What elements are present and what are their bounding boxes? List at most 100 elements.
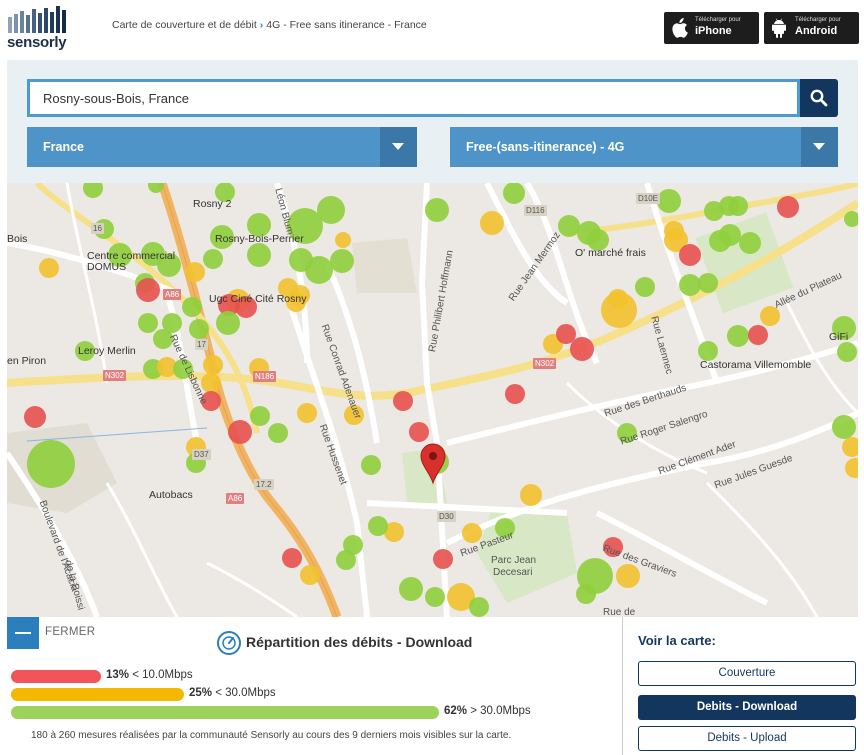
measurement-dot — [842, 437, 858, 457]
speed-bar-low — [11, 670, 101, 683]
apple-icon — [672, 18, 688, 38]
measurement-dot — [247, 243, 271, 267]
road-badge: A86 — [226, 493, 245, 504]
speed-bar-label: 25% < 30.0Mbps — [189, 687, 276, 699]
speed-bar-label: 13% < 10.0Mbps — [106, 669, 193, 681]
road-badge: N302 — [103, 370, 127, 381]
measurement-dot — [503, 183, 525, 204]
measurement-dot — [108, 243, 132, 267]
measurement-dot — [361, 455, 381, 475]
measurement-dot — [384, 522, 404, 542]
view-map-title: Voir la carte: — [638, 633, 716, 648]
measurement-dot — [558, 215, 580, 237]
coverage-button[interactable]: Couverture — [638, 661, 856, 686]
speed-bar-threshold: > 30.0Mbps — [470, 705, 531, 717]
measurement-dot — [203, 355, 223, 375]
street-label: Decesari — [493, 567, 533, 578]
measurement-dot — [760, 306, 780, 326]
measurement-dot — [343, 535, 363, 555]
poi-label: Castorama Villemomble — [700, 359, 812, 371]
download-android-button[interactable]: Télécharger pour Android — [764, 12, 859, 44]
measurement-dot — [505, 384, 525, 404]
country-select-toggle[interactable] — [380, 127, 417, 167]
road-badge: 17.2 — [254, 479, 274, 490]
measurement-dot — [462, 523, 482, 543]
road-badge: D30 — [437, 511, 456, 522]
measurement-dot — [739, 232, 761, 254]
chevron-down-icon — [392, 143, 404, 150]
close-panel-button[interactable] — [7, 617, 39, 649]
measurement-dot — [698, 273, 718, 293]
measurement-dot — [39, 258, 59, 278]
android-small-label: Télécharger pour — [795, 17, 841, 23]
search-button[interactable] — [800, 79, 838, 117]
measurement-dot — [228, 420, 252, 444]
measurement-dot — [317, 196, 345, 224]
measurement-dot — [570, 337, 594, 361]
poi-label: Ugc Ciné Cité Rosny — [209, 293, 307, 305]
measurement-dot — [300, 565, 320, 585]
boundary-line — [26, 427, 208, 442]
measurement-dot — [433, 549, 453, 569]
map-canvas[interactable] — [7, 183, 858, 617]
measurement-dot — [447, 583, 475, 611]
poi-label: Autobacs — [149, 489, 193, 501]
measurement-dot — [250, 406, 270, 426]
measurement-dot — [409, 422, 429, 442]
country-select[interactable]: France — [27, 127, 417, 167]
search-icon — [810, 89, 828, 107]
logo-bars-icon — [8, 6, 66, 33]
coverage-map[interactable]: A86 N186 N302 D37 D30 17.2 16 17 D116 D1… — [7, 183, 858, 617]
breadcrumb-link[interactable]: Carte de couverture et de débit — [112, 19, 257, 31]
measurement-dot — [27, 440, 75, 488]
speed-bar-row: 13% < 10.0Mbps — [11, 669, 611, 683]
measurement-dot — [336, 550, 356, 570]
view-map-panel: Voir la carte: Couverture Debits - Downl… — [622, 617, 858, 755]
measurement-dot — [157, 253, 181, 277]
poi-label: Bois — [7, 233, 28, 245]
android-label: Android — [795, 25, 838, 37]
poi-label: Rosny 2 — [193, 198, 232, 210]
download-speed-button[interactable]: Debits - Download — [638, 695, 856, 720]
measurement-dot — [748, 325, 768, 345]
logo-text: sensorly — [7, 34, 67, 51]
measurement-dot — [153, 329, 173, 349]
measurement-dot — [608, 289, 628, 309]
measurement-dot — [201, 391, 221, 411]
panel-title: Répartition des débits - Download — [246, 634, 473, 650]
measurement-dot — [215, 183, 235, 202]
country-select-value: France — [43, 140, 84, 154]
iphone-label: iPhone — [695, 25, 732, 37]
poi-label: DOMUS — [87, 261, 127, 273]
search-panel: France Free-(sans-itinerance) - 4G — [7, 60, 858, 183]
measurement-dot — [832, 316, 856, 340]
header: sensorly Carte de couverture et de débit… — [0, 0, 864, 60]
measurement-dot — [657, 189, 681, 213]
measurement-dot — [698, 341, 718, 361]
measurement-dot — [138, 313, 158, 333]
measurement-dot — [495, 518, 515, 538]
logo[interactable]: sensorly — [6, 5, 70, 51]
operator-select-toggle[interactable] — [801, 127, 838, 167]
measurement-dot — [719, 224, 741, 246]
measurement-dot — [425, 198, 449, 222]
measurement-dot — [210, 225, 234, 249]
map-pin-icon[interactable] — [420, 443, 446, 485]
upload-speed-button[interactable]: Debits - Upload — [638, 726, 856, 751]
measurement-dot — [664, 221, 684, 241]
operator-select[interactable]: Free-(sans-itinerance) - 4G — [450, 127, 838, 167]
measurement-dot — [520, 484, 542, 506]
poi-label: O' marché frais — [575, 247, 646, 259]
iphone-small-label: Télécharger pour — [695, 17, 741, 23]
measurement-dot — [777, 196, 799, 218]
speed-bar-percent: 62% — [444, 705, 468, 717]
search-input[interactable] — [27, 79, 800, 117]
measurement-dot — [235, 296, 257, 318]
block-area — [352, 238, 417, 293]
street-label: Parc Jean — [491, 555, 537, 566]
close-label[interactable]: FERMER — [45, 626, 96, 638]
road-badge: D116 — [524, 205, 547, 216]
download-iphone-button[interactable]: Télécharger pour iPhone — [664, 12, 759, 44]
road-badge: N186 — [253, 371, 277, 382]
measurement-dot — [162, 313, 182, 333]
